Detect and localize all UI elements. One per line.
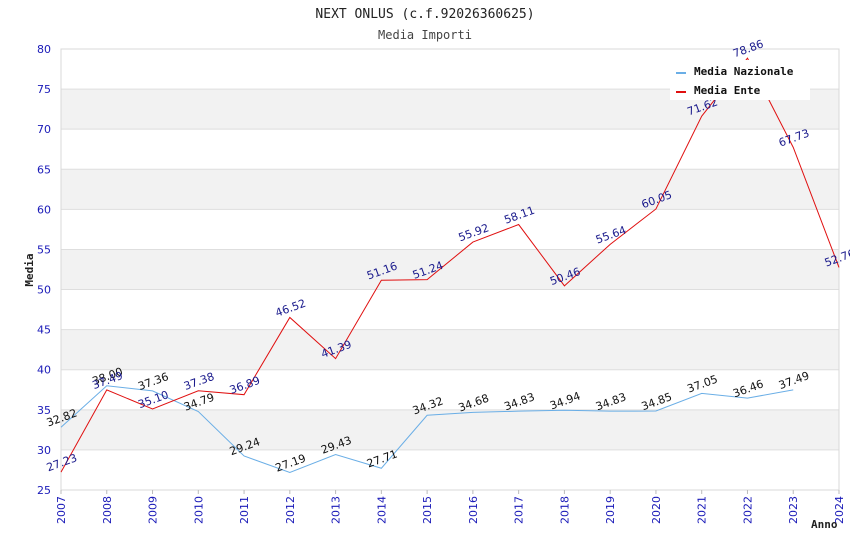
y-tick-label: 45 xyxy=(37,324,51,337)
y-axis-ticks: 25 30 35 40 45 50 55 60 65 70 75 80 xyxy=(37,43,51,497)
y-tick-label: 65 xyxy=(37,163,51,176)
x-tick-label: 2007 xyxy=(55,496,68,524)
data-label: 46.52 xyxy=(274,297,308,320)
x-tick-label: 2013 xyxy=(330,496,343,524)
y-tick-label: 50 xyxy=(37,284,51,297)
x-tick-label: 2008 xyxy=(101,496,114,524)
data-label: 37.38 xyxy=(182,370,216,393)
x-tick-label: 2016 xyxy=(467,496,480,524)
x-tick-label: 2010 xyxy=(192,496,205,524)
x-tick-label: 2024 xyxy=(833,496,846,524)
legend-label-media-nazionale: Media Nazionale xyxy=(694,65,794,78)
x-axis-ticks: 2007 2008 2009 2010 2011 2012 2013 2014 2015 2016… xyxy=(55,490,846,524)
y-tick-label: 30 xyxy=(37,444,51,457)
x-tick-label: 2015 xyxy=(421,496,434,524)
data-label: 27.19 xyxy=(274,452,308,475)
data-label: 37.05 xyxy=(685,373,719,396)
data-label: 37.49 xyxy=(777,369,811,392)
plot-area xyxy=(60,48,840,491)
series-line-media-nazionale xyxy=(60,385,794,473)
grid-bands xyxy=(61,89,839,450)
x-tick-label: 2018 xyxy=(558,496,571,524)
x-tick-label: 2017 xyxy=(513,496,526,524)
legend-label-media-ente: Media Ente xyxy=(694,84,761,97)
y-tick-label: 70 xyxy=(37,123,51,136)
y-tick-label: 60 xyxy=(37,203,51,216)
y-tick-label: 35 xyxy=(37,404,51,417)
legend-box xyxy=(670,60,810,100)
data-label: 78.86 xyxy=(731,37,765,60)
data-label: 55.92 xyxy=(457,221,491,244)
grid-band xyxy=(61,409,839,450)
x-axis-label: Anno xyxy=(811,518,838,531)
x-tick-label: 2014 xyxy=(375,496,388,524)
data-label: 67.73 xyxy=(777,127,811,150)
data-label: 34.94 xyxy=(548,390,582,413)
grid-band xyxy=(61,249,839,290)
y-tick-label: 25 xyxy=(37,484,51,497)
x-tick-label: 2022 xyxy=(741,496,754,524)
series-lines xyxy=(60,57,840,473)
y-tick-label: 55 xyxy=(37,243,51,256)
grid-band xyxy=(61,169,839,210)
y-tick-label: 80 xyxy=(37,43,51,56)
y-axis-label: Media xyxy=(23,253,36,286)
x-tick-label: 2021 xyxy=(696,496,709,524)
chart-title: NEXT ONLUS (c.f.92026360625) xyxy=(315,7,534,22)
x-tick-label: 2020 xyxy=(650,496,663,524)
x-tick-label: 2011 xyxy=(238,496,251,524)
x-tick-label: 2009 xyxy=(147,496,160,524)
x-tick-label: 2023 xyxy=(787,496,800,524)
grid-band xyxy=(61,329,839,370)
chart-subtitle: Media Importi xyxy=(378,28,472,42)
x-tick-label: 2019 xyxy=(604,496,617,524)
y-tick-label: 75 xyxy=(37,83,51,96)
series-line-media-ente xyxy=(60,57,840,473)
y-tick-label: 40 xyxy=(37,364,51,377)
legend: Media Nazionale Media Ente xyxy=(670,60,810,100)
x-tick-label: 2012 xyxy=(284,496,297,524)
data-label: 36.46 xyxy=(731,377,765,400)
